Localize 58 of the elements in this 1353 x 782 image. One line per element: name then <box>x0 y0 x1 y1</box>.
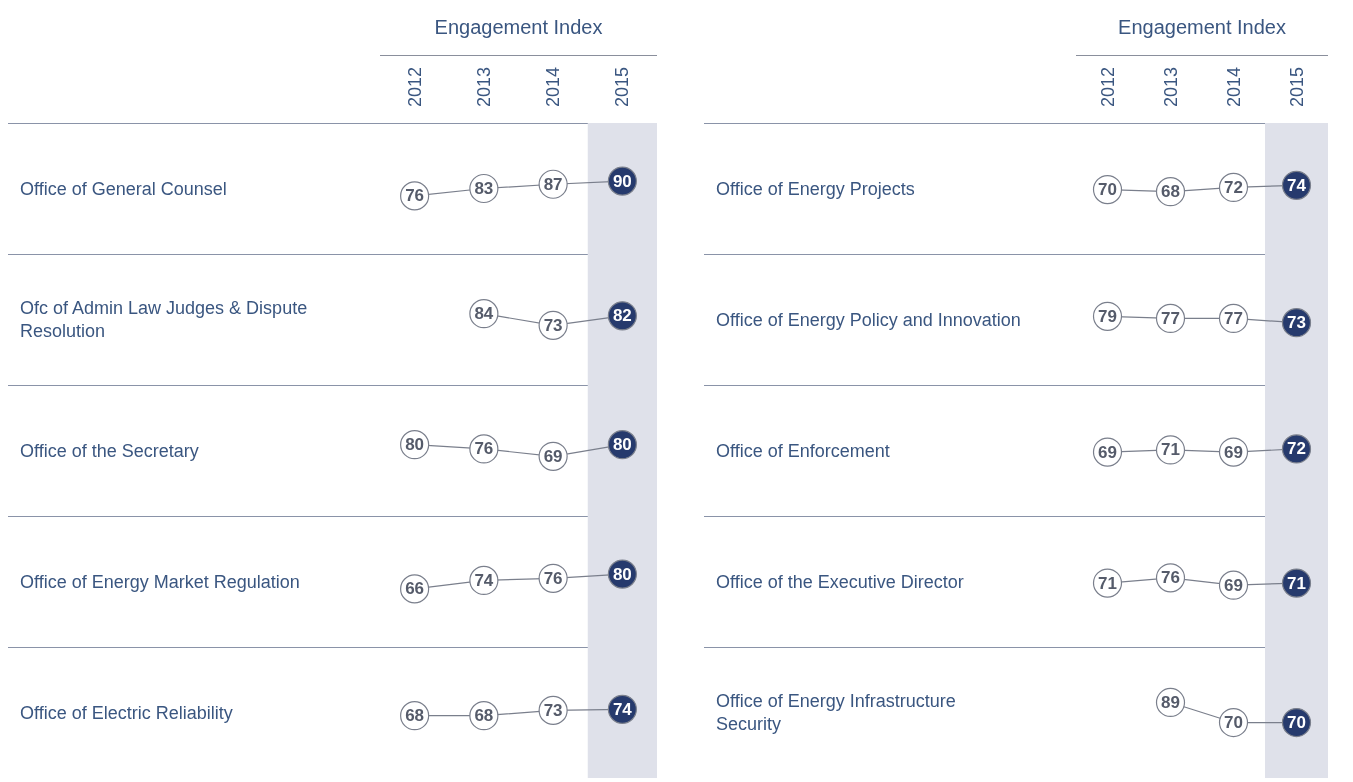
data-label: 80 <box>405 435 425 455</box>
data-label: 71 <box>1161 440 1180 460</box>
y-axis-title: Ofc of Admin Law Judges & Dispute Resolution <box>20 298 308 341</box>
data-label: 69 <box>1224 442 1243 462</box>
x-tick-label: 2012 <box>1097 66 1118 107</box>
y-axis-title: Office of Enforcement <box>716 440 890 461</box>
data-label: 77 <box>1161 308 1180 328</box>
data-label: 73 <box>1287 313 1306 333</box>
data-label: 68 <box>474 706 494 726</box>
data-label: 89 <box>1161 692 1180 712</box>
y-axis-title: Office of Energy Projects <box>716 178 915 199</box>
data-label: 76 <box>543 568 563 588</box>
x-tick-label: 2015 <box>612 66 633 107</box>
data-label: 79 <box>1098 306 1117 326</box>
y-axis-title: Office of the Executive Director <box>716 571 964 592</box>
data-label: 70 <box>1224 713 1243 733</box>
data-label: 84 <box>474 304 494 324</box>
x-tick-label: 2013 <box>1160 66 1181 107</box>
data-label: 69 <box>1224 575 1243 595</box>
x-tick-label: 2014 <box>1223 66 1244 107</box>
data-label: 73 <box>543 315 563 335</box>
data-label: 72 <box>1287 439 1306 459</box>
data-label: 70 <box>1098 180 1117 200</box>
data-label: 82 <box>612 306 632 326</box>
data-label: 71 <box>1098 573 1117 593</box>
data-label: 70 <box>1287 713 1306 733</box>
data-label: 77 <box>1224 308 1243 328</box>
y-axis-title: Office of the Secretary <box>20 440 199 461</box>
data-label: 76 <box>1161 568 1180 588</box>
data-label: 68 <box>405 706 425 726</box>
data-label: 69 <box>1098 442 1117 462</box>
x-tick-label: 2015 <box>1286 66 1307 107</box>
data-label: 72 <box>1224 177 1243 197</box>
data-label: 87 <box>543 174 563 194</box>
data-label: 73 <box>543 700 563 720</box>
x-tick-label: 2012 <box>404 66 425 107</box>
data-label: 76 <box>405 186 425 206</box>
x-tick-label: 2013 <box>473 66 494 107</box>
data-label: 68 <box>1161 182 1180 202</box>
data-label: 66 <box>405 579 425 599</box>
data-label: 74 <box>612 699 633 719</box>
y-axis-title: Office of Energy Policy and Innovation <box>716 309 1021 330</box>
x-tick-label: 2014 <box>543 66 564 107</box>
data-label: 74 <box>1287 175 1307 195</box>
data-label: 76 <box>474 439 494 459</box>
data-label: 74 <box>474 570 494 590</box>
data-label: 71 <box>1287 573 1306 593</box>
data-label: 83 <box>474 179 494 198</box>
data-label: 69 <box>543 446 563 466</box>
y-axis-title: Office of Energy Market Regulation <box>20 571 300 592</box>
x-axis-title: Engagement Index <box>1076 0 1328 56</box>
y-axis-title: Office of General Counsel <box>20 178 227 199</box>
x-axis-title: Engagement Index <box>380 0 657 56</box>
data-label: 90 <box>612 171 632 191</box>
y-axis-title: Office of Energy Infrastructure Security <box>716 691 956 734</box>
data-label: 80 <box>612 435 632 455</box>
y-axis-title: Office of Electric Reliability <box>20 702 233 723</box>
data-label: 80 <box>612 564 632 584</box>
